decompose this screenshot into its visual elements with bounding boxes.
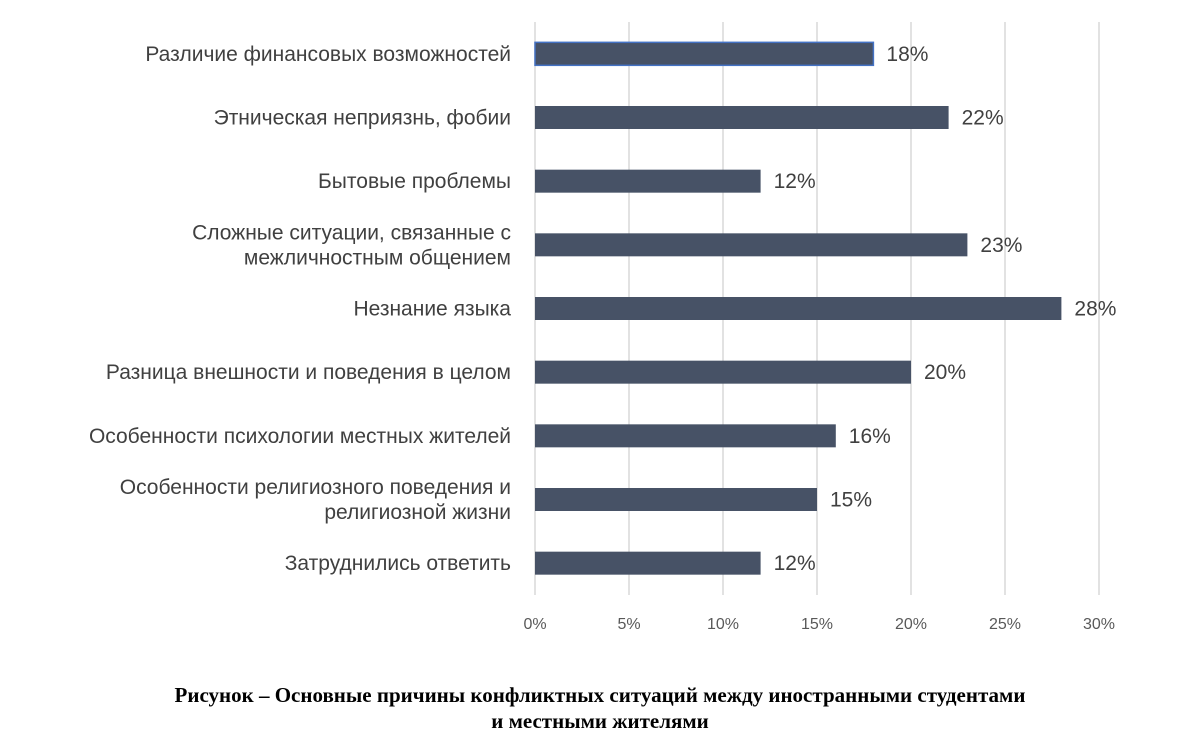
bar (535, 424, 836, 448)
category-label: Особенности религиозного поведения и (120, 476, 511, 499)
data-label: 12% (774, 552, 816, 575)
data-label: 22% (962, 107, 1004, 130)
figure-caption-line-1: Рисунок – Основные причины конфликтных с… (174, 683, 1026, 707)
category-label: Различие финансовых возможностей (145, 43, 511, 66)
category-label: Особенности психологии местных жителей (89, 425, 511, 448)
bar (535, 169, 761, 193)
x-tick-label: 10% (707, 616, 739, 633)
category-label: Затруднились ответить (285, 552, 511, 575)
category-label: религиозной жизни (324, 501, 511, 524)
data-label: 28% (1074, 298, 1116, 321)
x-tick-label: 20% (895, 616, 927, 633)
figure-caption-line-2: и местными жителями (491, 709, 709, 733)
data-label: 20% (924, 361, 966, 384)
data-label: 23% (980, 234, 1022, 257)
bar (535, 551, 761, 575)
x-tick-label: 5% (617, 616, 640, 633)
data-label: 12% (774, 170, 816, 193)
data-label: 15% (830, 489, 872, 512)
data-label: 18% (886, 43, 928, 66)
x-tick-label: 30% (1083, 616, 1115, 633)
category-label: Незнание языка (353, 298, 511, 321)
bar (535, 297, 1062, 320)
category-label: Разница внешности и поведения в целом (106, 361, 511, 384)
category-label: Бытовые проблемы (318, 170, 511, 193)
category-label: Этническая неприязнь, фобии (214, 107, 511, 130)
x-tick-label: 0% (523, 616, 546, 633)
category-label: Сложные ситуации, связанные с (192, 221, 511, 244)
bar (535, 233, 968, 257)
bar (535, 106, 949, 129)
bar-chart: 0% 5% 10% 15% 20% 25% 30% 18% Различие финансовы… (89, 22, 1116, 633)
bar (535, 488, 817, 511)
x-tick-label: 15% (801, 616, 833, 633)
category-label: межличностным общением (244, 246, 511, 269)
bar (535, 360, 911, 384)
x-tick-label: 25% (989, 616, 1021, 633)
bar (534, 41, 875, 67)
data-label: 16% (849, 425, 891, 448)
